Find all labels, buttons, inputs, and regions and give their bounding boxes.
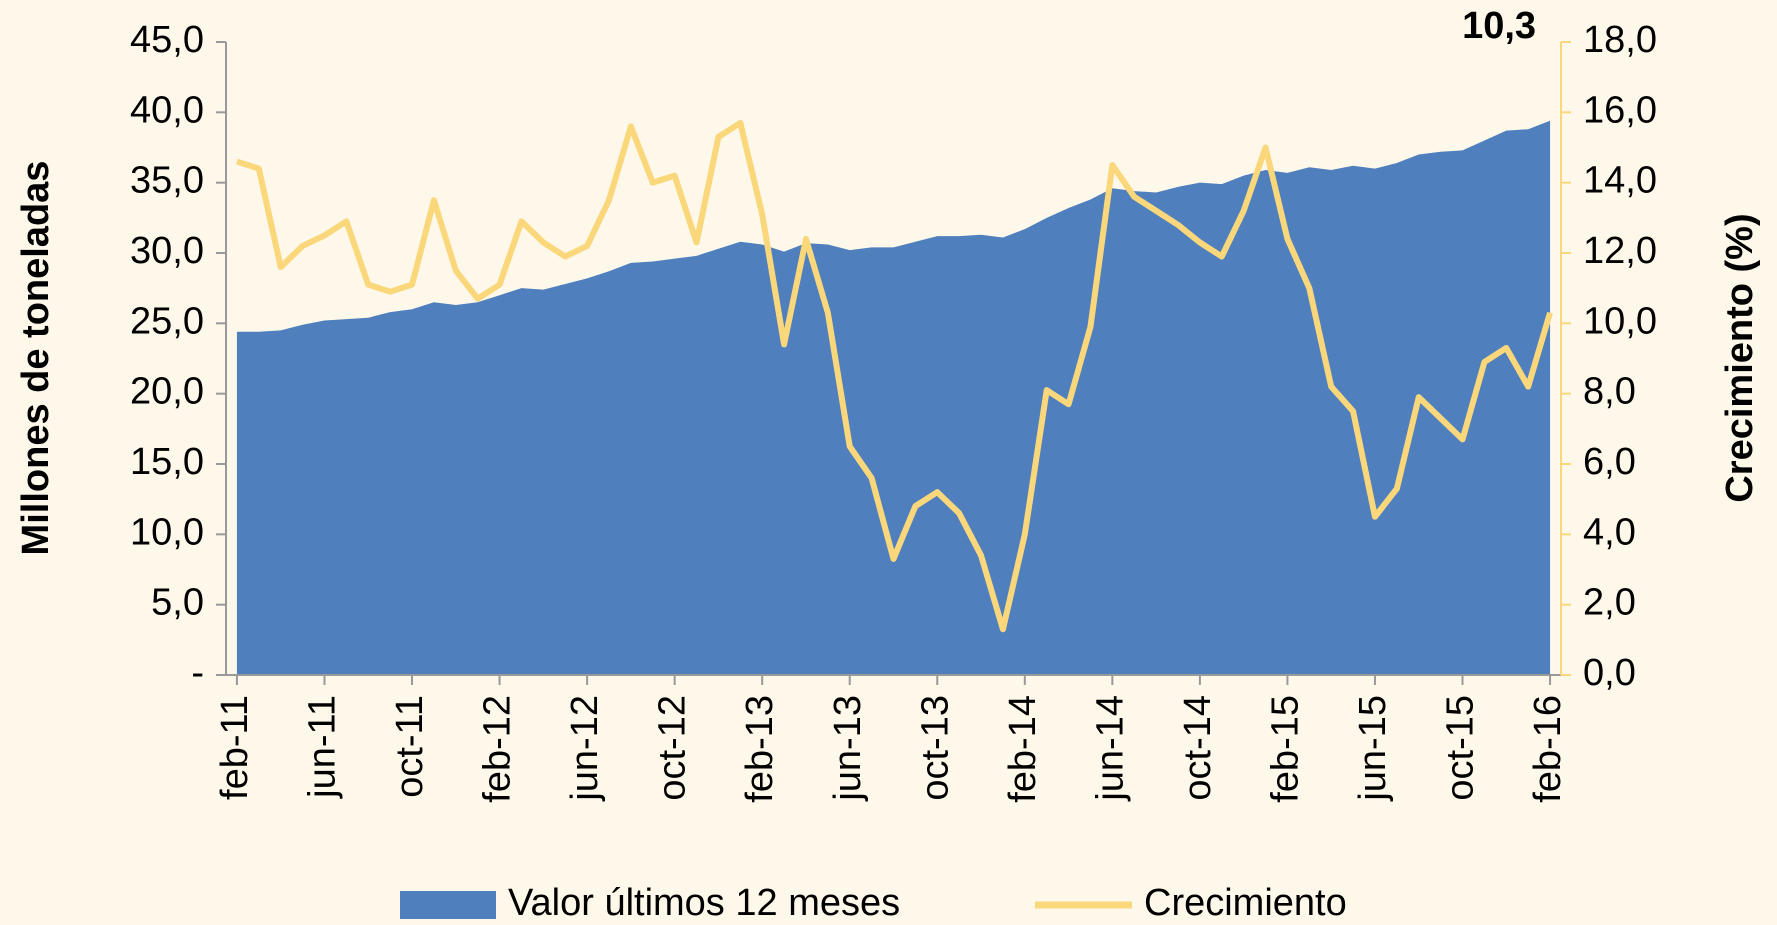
y-tick-label: 30,0	[130, 230, 204, 272]
x-tick-label: feb-14	[1002, 695, 1044, 803]
legend-swatch	[400, 891, 496, 919]
y-tick-label: 20,0	[130, 371, 204, 413]
x-tick-label: jun-11	[302, 695, 344, 799]
y2-tick-label: 10,0	[1583, 300, 1657, 342]
x-tick-label: feb-12	[477, 695, 519, 803]
y-tick-label: 5,0	[151, 582, 204, 624]
y2-tick-label: 2,0	[1583, 582, 1636, 624]
y-tick-label: 10,0	[130, 511, 204, 553]
legend-label: Valor últimos 12 meses	[508, 882, 900, 924]
x-tick-label: feb-16	[1527, 695, 1569, 803]
x-tick-label: jun-15	[1352, 695, 1394, 802]
x-tick-label: oct-12	[652, 695, 694, 801]
y-tick-label: 35,0	[130, 160, 204, 202]
y2-tick-label: 6,0	[1583, 441, 1636, 483]
y2-tick-label: 18,0	[1583, 19, 1657, 61]
y2-tick-label: 16,0	[1583, 89, 1657, 131]
y2-tick-label: 0,0	[1583, 652, 1636, 694]
x-tick-label: oct-13	[914, 695, 956, 801]
x-tick-label: jun-13	[827, 695, 869, 802]
y-tick-label: 40,0	[130, 89, 204, 131]
x-tick-label: feb-15	[1264, 695, 1306, 803]
x-tick-label: feb-13	[739, 695, 781, 803]
y-tick-label: 15,0	[130, 441, 204, 483]
x-tick-label: jun-14	[1089, 695, 1131, 802]
y-tick-label: 25,0	[130, 300, 204, 342]
x-tick-label: jun-12	[564, 695, 606, 802]
data-label: 10,3	[1462, 5, 1536, 47]
legend-label: Crecimiento	[1144, 882, 1347, 924]
y2-tick-label: 12,0	[1583, 230, 1657, 272]
x-tick-label: oct-11	[389, 695, 431, 798]
y-axis-title: Millones de toneladas	[15, 161, 57, 556]
y2-tick-label: 8,0	[1583, 371, 1636, 413]
x-tick-label: oct-14	[1177, 695, 1219, 801]
x-tick-label: oct-15	[1440, 695, 1482, 801]
y-tick-label: -	[191, 652, 204, 694]
y-tick-label: 45,0	[130, 19, 204, 61]
y2-axis-title: Crecimiento (%)	[1719, 213, 1761, 502]
y2-tick-label: 4,0	[1583, 511, 1636, 553]
y2-tick-label: 14,0	[1583, 160, 1657, 202]
line	[236, 119, 1553, 633]
x-tick-label: feb-11	[214, 695, 256, 800]
